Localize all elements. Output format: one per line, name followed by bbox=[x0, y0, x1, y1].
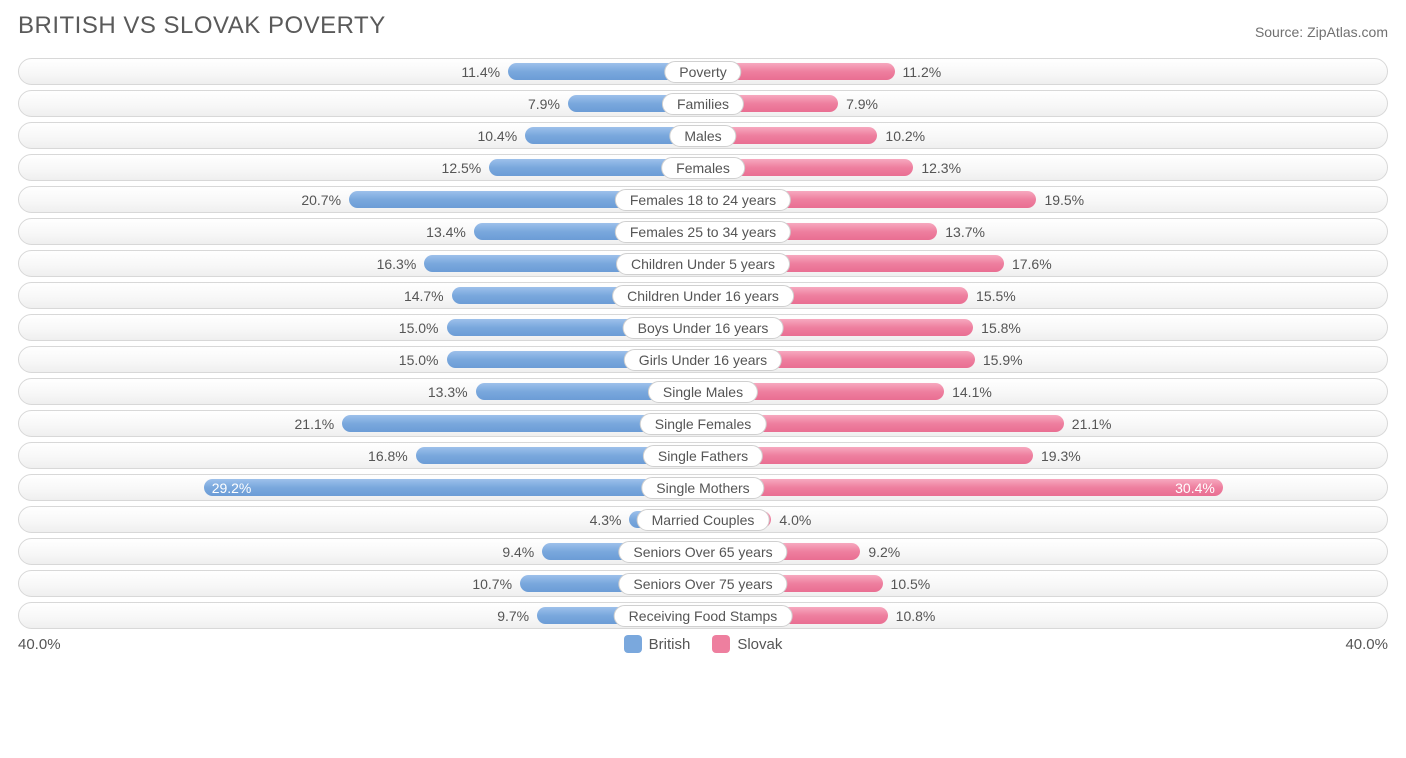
bar-british: 29.2% bbox=[204, 479, 703, 496]
value-label-slovak: 13.7% bbox=[945, 224, 985, 240]
source-name: ZipAtlas.com bbox=[1307, 24, 1388, 40]
category-label: Single Mothers bbox=[641, 477, 764, 499]
chart-row: 13.3% 14.1% Single Males bbox=[18, 378, 1388, 405]
value-label-slovak: 21.1% bbox=[1072, 416, 1112, 432]
category-label: Girls Under 16 years bbox=[624, 349, 782, 371]
chart-row: 7.9% 7.9% Families bbox=[18, 90, 1388, 117]
bar-slovak: 30.4% bbox=[703, 479, 1223, 496]
value-label-slovak: 10.5% bbox=[891, 576, 931, 592]
value-label-british: 7.9% bbox=[528, 96, 560, 112]
chart-row: 12.5% 12.3% Females bbox=[18, 154, 1388, 181]
value-label-british: 13.4% bbox=[426, 224, 466, 240]
value-label-british: 20.7% bbox=[301, 192, 341, 208]
value-label-british: 21.1% bbox=[295, 416, 335, 432]
value-label-british: 15.0% bbox=[399, 320, 439, 336]
category-label: Single Males bbox=[648, 381, 758, 403]
value-label-british: 12.5% bbox=[442, 160, 482, 176]
axis-max-left: 40.0% bbox=[18, 636, 61, 653]
value-label-slovak: 17.6% bbox=[1012, 256, 1052, 272]
value-label-slovak: 11.2% bbox=[903, 64, 942, 80]
legend-label-british: British bbox=[649, 636, 691, 653]
legend: British Slovak bbox=[624, 635, 783, 653]
chart-row: 15.0% 15.9% Girls Under 16 years bbox=[18, 346, 1388, 373]
category-label: Boys Under 16 years bbox=[623, 317, 784, 339]
chart-row: 29.2% 30.4% Single Mothers bbox=[18, 474, 1388, 501]
chart-row: 15.0% 15.8% Boys Under 16 years bbox=[18, 314, 1388, 341]
value-label-british: 10.4% bbox=[477, 128, 517, 144]
chart-row: 9.4% 9.2% Seniors Over 65 years bbox=[18, 538, 1388, 565]
category-label: Married Couples bbox=[637, 509, 770, 531]
chart-row: 10.4% 10.2% Males bbox=[18, 122, 1388, 149]
category-label: Poverty bbox=[664, 61, 741, 83]
chart-title: BRITISH VS SLOVAK POVERTY bbox=[18, 12, 386, 40]
chart-row: 20.7% 19.5% Females 18 to 24 years bbox=[18, 186, 1388, 213]
category-label: Receiving Food Stamps bbox=[614, 605, 793, 627]
chart-row: 13.4% 13.7% Females 25 to 34 years bbox=[18, 218, 1388, 245]
value-label-british: 29.2% bbox=[212, 480, 252, 496]
chart-row: 10.7% 10.5% Seniors Over 75 years bbox=[18, 570, 1388, 597]
chart-row: 4.3% 4.0% Married Couples bbox=[18, 506, 1388, 533]
category-label: Seniors Over 75 years bbox=[618, 573, 787, 595]
value-label-british: 14.7% bbox=[404, 288, 444, 304]
value-label-british: 15.0% bbox=[399, 352, 439, 368]
value-label-slovak: 19.5% bbox=[1044, 192, 1084, 208]
value-label-slovak: 10.2% bbox=[885, 128, 925, 144]
category-label: Males bbox=[669, 125, 736, 147]
legend-item-british: British bbox=[624, 635, 691, 653]
chart-row: 16.8% 19.3% Single Fathers bbox=[18, 442, 1388, 469]
legend-swatch-slovak bbox=[712, 635, 730, 653]
value-label-british: 9.7% bbox=[497, 608, 529, 624]
value-label-british: 11.4% bbox=[461, 64, 500, 80]
category-label: Children Under 5 years bbox=[616, 253, 790, 275]
value-label-slovak: 15.5% bbox=[976, 288, 1016, 304]
value-label-slovak: 9.2% bbox=[868, 544, 900, 560]
value-label-slovak: 4.0% bbox=[779, 512, 811, 528]
legend-label-slovak: Slovak bbox=[737, 636, 782, 653]
category-label: Single Females bbox=[640, 413, 767, 435]
legend-item-slovak: Slovak bbox=[712, 635, 782, 653]
value-label-british: 9.4% bbox=[502, 544, 534, 560]
value-label-slovak: 15.9% bbox=[983, 352, 1023, 368]
legend-swatch-british bbox=[624, 635, 642, 653]
value-label-british: 10.7% bbox=[472, 576, 512, 592]
chart-row: 21.1% 21.1% Single Females bbox=[18, 410, 1388, 437]
value-label-british: 16.3% bbox=[377, 256, 417, 272]
value-label-slovak: 30.4% bbox=[1175, 480, 1215, 496]
category-label: Families bbox=[662, 93, 744, 115]
value-label-slovak: 10.8% bbox=[896, 608, 936, 624]
axis-max-right: 40.0% bbox=[1345, 636, 1388, 653]
category-label: Females bbox=[661, 157, 745, 179]
category-label: Single Fathers bbox=[643, 445, 763, 467]
value-label-slovak: 15.8% bbox=[981, 320, 1021, 336]
value-label-slovak: 19.3% bbox=[1041, 448, 1081, 464]
value-label-slovak: 14.1% bbox=[952, 384, 992, 400]
chart-source: Source: ZipAtlas.com bbox=[1255, 24, 1388, 40]
category-label: Children Under 16 years bbox=[612, 285, 794, 307]
value-label-slovak: 12.3% bbox=[921, 160, 961, 176]
value-label-slovak: 7.9% bbox=[846, 96, 878, 112]
chart-row: 14.7% 15.5% Children Under 16 years bbox=[18, 282, 1388, 309]
chart-footer: 40.0% British Slovak 40.0% bbox=[18, 635, 1388, 653]
value-label-british: 4.3% bbox=[590, 512, 622, 528]
chart-row: 9.7% 10.8% Receiving Food Stamps bbox=[18, 602, 1388, 629]
source-label: Source: bbox=[1255, 24, 1303, 40]
category-label: Females 25 to 34 years bbox=[615, 221, 791, 243]
category-label: Females 18 to 24 years bbox=[615, 189, 791, 211]
category-label: Seniors Over 65 years bbox=[618, 541, 787, 563]
chart-rows: 11.4%11.2%Poverty7.9%7.9%Families10.4%10… bbox=[18, 58, 1388, 629]
value-label-british: 13.3% bbox=[428, 384, 468, 400]
chart-row: 11.4% 11.2% Poverty bbox=[18, 58, 1388, 85]
chart-header: BRITISH VS SLOVAK POVERTY Source: ZipAtl… bbox=[18, 12, 1388, 40]
chart-row: 16.3% 17.6% Children Under 5 years bbox=[18, 250, 1388, 277]
value-label-british: 16.8% bbox=[368, 448, 408, 464]
